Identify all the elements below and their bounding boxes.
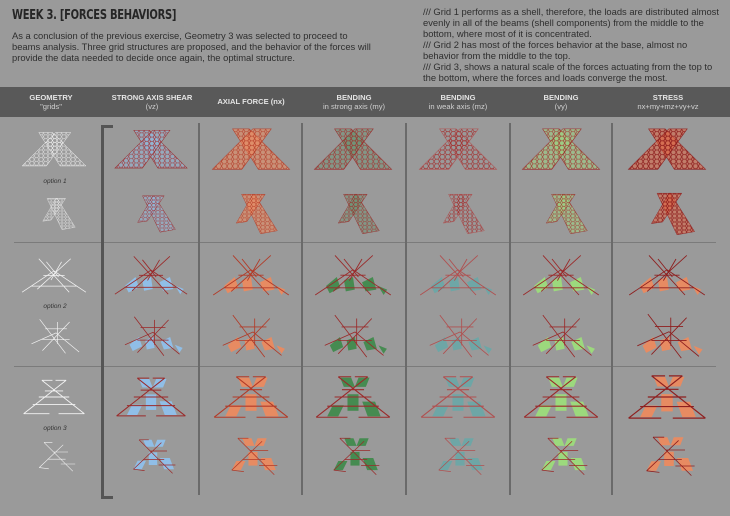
diagram-option3-shear-perspective: [108, 372, 194, 422]
col-header-bending-my: BENDING in strong axis (my): [302, 87, 406, 117]
diagram-option3-bending-mz-perspective: [412, 372, 504, 422]
note-grid-3: /// Grid 3, shows a natural scale of the…: [423, 61, 713, 83]
col-subtitle: (vz): [145, 102, 159, 111]
diagram-option1-stress-top: [629, 190, 709, 238]
column-header-bar: GEOMETRY "grids" STRONG AXIS SHEAR (vz) AX…: [0, 87, 730, 117]
page-title: WEEK 3. [FORCES BEHAVIORS]: [12, 8, 177, 23]
col-title: BENDING: [543, 92, 579, 102]
diagram-option3-axial-perspective: [205, 372, 297, 422]
diagram-option2-geometry-perspective: [16, 250, 92, 304]
col-subtitle: in weak axis (mz): [428, 102, 488, 111]
diagram-option3-bending-vy-perspective: [515, 372, 607, 422]
col-subtitle: nx+my+mz+vy+vz: [637, 102, 699, 111]
col-header-bending-mz: BENDING in weak axis (mz): [406, 87, 510, 117]
diagram-option1-axial-top: [215, 190, 291, 238]
column-divider: [198, 123, 200, 495]
col-header-bending-vy: BENDING (vy): [510, 87, 612, 117]
col-subtitle: (vy): [554, 102, 568, 111]
col-header-geometry: GEOMETRY "grids": [10, 87, 92, 117]
diagram-option1-shear-top: [118, 190, 188, 238]
diagram-option1-bending-my-top: [317, 190, 393, 238]
diagram-option1-bending-mz-perspective: [412, 127, 504, 173]
diagram-option3-bending-mz-top: [422, 432, 498, 484]
col-title: STRONG AXIS SHEAR: [111, 92, 193, 102]
diagram-option2-bending-my-top: [313, 310, 397, 364]
diagram-option2-bending-vy-top: [521, 310, 605, 364]
diagram-option1-bending-mz-top: [422, 190, 498, 238]
diagram-option3-stress-perspective: [619, 372, 715, 422]
diagram-option1-bending-my-perspective: [307, 127, 399, 173]
note-grid-1: /// Grid 1 performs as a shell, therefor…: [423, 6, 719, 39]
diagram-option3-axial-top: [215, 432, 291, 484]
diagram-option1-bending-vy-top: [525, 190, 601, 238]
row-divider: [14, 366, 716, 367]
column-divider: [301, 123, 303, 495]
diagram-option1-geometry-perspective: [16, 127, 92, 173]
diagram-option2-stress-top: [625, 310, 713, 364]
col-subtitle: in strong axis (my): [322, 102, 386, 111]
diagram-option2-axial-top: [211, 310, 295, 364]
results-bracket: [101, 125, 113, 499]
diagram-option3-bending-vy-top: [525, 432, 601, 484]
diagram-option3-bending-my-perspective: [307, 372, 399, 422]
diagram-option2-bending-my-perspective: [307, 250, 399, 304]
diagram-option2-bending-mz-top: [418, 310, 502, 364]
col-subtitle: "grids": [40, 102, 62, 111]
column-divider: [611, 123, 613, 495]
diagram-option1-shear-perspective: [108, 127, 194, 173]
option-label: option 1: [43, 178, 67, 185]
col-title: BENDING: [440, 92, 476, 102]
diagram-option1-geometry-top: [26, 190, 86, 238]
diagram-option2-axial-perspective: [205, 250, 297, 304]
row-divider: [14, 242, 716, 243]
diagram-option1-axial-perspective: [205, 127, 297, 173]
option-label: option 3: [43, 425, 67, 432]
note-grid-2: /// Grid 2 has most of the forces behavi…: [423, 39, 688, 61]
column-divider: [405, 123, 407, 495]
col-header-shear: STRONG AXIS SHEAR (vz): [104, 87, 200, 117]
diagram-option3-stress-top: [629, 432, 709, 484]
intro-paragraph: As a conclusion of the previous exercise…: [12, 30, 371, 63]
col-header-axial: AXIAL FORCE (nx): [200, 87, 302, 117]
col-title: BENDING: [336, 92, 372, 102]
col-title: STRESS: [652, 92, 684, 102]
diagram-option1-bending-vy-perspective: [515, 127, 607, 173]
col-header-stress: STRESS nx+my+mz+vy+vz: [612, 87, 724, 117]
diagram-option2-bending-mz-perspective: [412, 250, 504, 304]
diagram-option3-bending-my-top: [317, 432, 393, 484]
diagram-option2-shear-top: [114, 310, 192, 364]
column-divider: [509, 123, 511, 495]
notes-block: /// Grid 1 performs as a shell, therefor…: [423, 6, 723, 83]
diagram-option1-stress-perspective: [619, 127, 715, 173]
diagram-option2-bending-vy-perspective: [515, 250, 607, 304]
diagram-option2-shear-perspective: [108, 250, 194, 304]
diagram-option3-geometry-perspective: [16, 372, 92, 422]
col-title: AXIAL FORCE (nx): [217, 97, 285, 107]
option-label: option 2: [43, 303, 67, 310]
diagram-option2-geometry-top: [22, 310, 90, 364]
diagram-option2-stress-perspective: [619, 250, 715, 304]
col-title: GEOMETRY: [29, 92, 73, 102]
diagram-option3-shear-top: [118, 432, 188, 484]
diagram-option3-geometry-top: [26, 432, 86, 484]
